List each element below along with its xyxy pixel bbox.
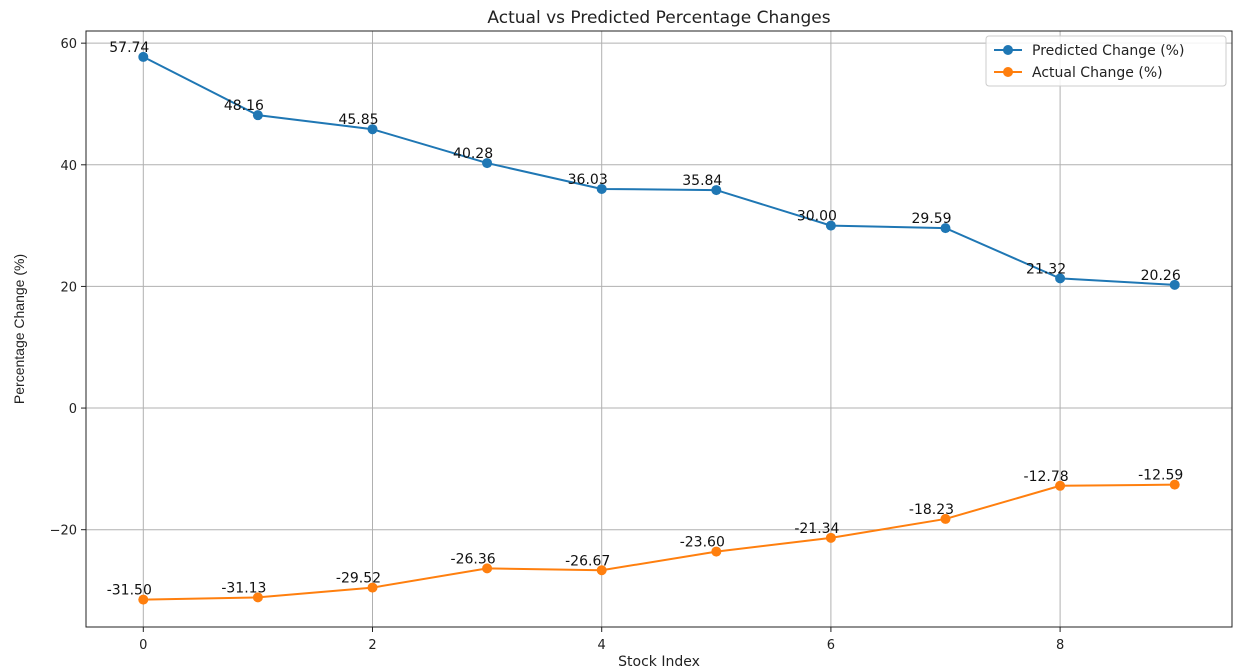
data-label: 57.74 [109,40,149,56]
data-point [711,546,722,557]
legend-label: Predicted Change (%) [1032,43,1184,59]
data-labels: 57.74 48.16 45.85 40.28 36.03 35.84 30.00 29.59… [107,40,1184,599]
data-label: 35.84 [682,173,722,189]
data-label: 36.03 [568,172,608,188]
data-label: 30.00 [797,209,837,225]
legend-label: Actual Change (%) [1032,65,1163,81]
legend-swatch-marker [1003,45,1013,55]
data-point [252,592,263,603]
x-tick-label: 4 [598,638,606,653]
x-tick-label: 2 [368,638,376,653]
data-label: -21.34 [794,521,839,537]
data-label: -12.78 [1024,469,1069,485]
data-point [482,563,493,574]
data-label: 40.28 [453,146,493,162]
legend-item: Actual Change (%) [994,65,1163,81]
data-point [596,183,607,194]
data-label: 29.59 [911,211,951,227]
data-point [711,185,722,196]
data-point [825,532,836,543]
grid-lines [86,31,1232,627]
y-axis-label: Percentage Change (%) [11,254,27,404]
axis-ticks: 0 2 4 6 8 −20 0 20 40 60 [50,37,1065,653]
plot-frame [85,30,1233,628]
data-point [367,124,378,135]
series-line [143,483,1175,601]
data-point [367,582,378,593]
legend-item: Predicted Change (%) [994,43,1184,59]
y-tick-label: −20 [50,524,77,539]
x-axis-label: Stock Index [618,654,700,670]
data-point [1055,480,1066,491]
x-tick-label: 6 [827,638,835,653]
y-tick-label: 40 [60,159,77,174]
series-predicted [138,51,1180,290]
legend-box [985,35,1227,87]
y-tick-label: 20 [60,280,77,295]
series-line [142,56,1175,286]
data-point [1169,479,1180,490]
legend-swatch-marker [1003,67,1013,77]
data-label: -18.23 [909,502,954,518]
x-tick-label: 8 [1056,638,1064,653]
y-tick-label: 60 [60,37,77,52]
data-point [482,158,493,169]
data-label: -29.52 [336,571,381,587]
x-tick-label: 0 [139,638,147,653]
data-label: 21.32 [1026,261,1066,277]
chart-title: Actual vs Predicted Percentage Changes [487,8,830,28]
data-label: 48.16 [224,98,264,114]
data-label: -26.67 [565,553,610,569]
legend: Predicted Change (%) Actual Change (%) [985,35,1227,87]
series-actual [138,479,1180,605]
data-point [825,220,836,231]
data-point [138,594,149,605]
data-point [1169,279,1180,290]
data-point [1055,273,1066,284]
series-layer [138,51,1180,605]
data-label: -23.60 [680,535,725,551]
data-point [596,565,607,576]
y-tick-label: 0 [69,402,77,417]
data-label: -12.59 [1138,468,1183,484]
data-label: -26.36 [451,551,496,567]
data-label: 20.26 [1141,268,1181,284]
data-point [940,513,951,524]
data-label: -31.13 [221,580,266,596]
data-point [940,223,951,234]
data-label: -31.50 [107,583,152,599]
data-label: 45.85 [338,112,378,128]
data-point [138,51,149,62]
data-point [252,110,263,121]
